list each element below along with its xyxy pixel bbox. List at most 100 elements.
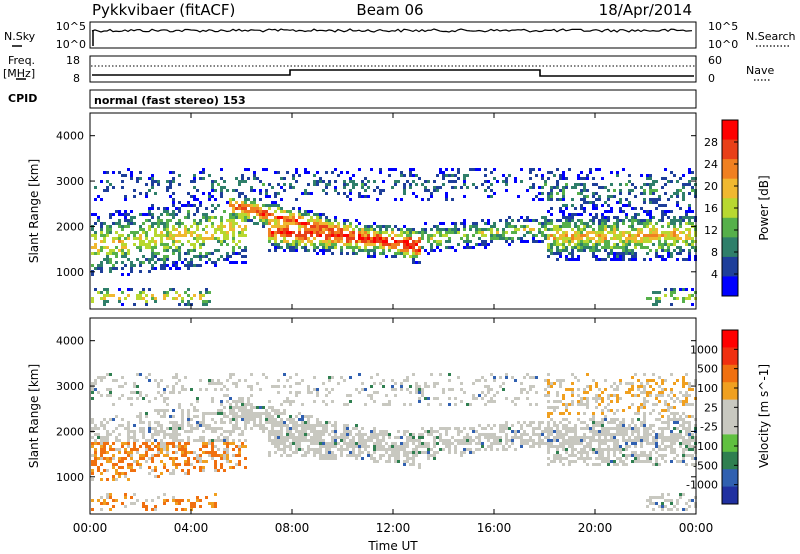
- data-cell: [673, 448, 676, 451]
- data-cell: [130, 288, 133, 291]
- data-cell: [445, 174, 448, 177]
- data-cell: [328, 249, 331, 252]
- data-cell: [667, 445, 670, 448]
- data-cell: [352, 436, 355, 439]
- data-cell: [400, 385, 403, 388]
- data-cell: [307, 391, 310, 394]
- data-cell: [121, 303, 124, 306]
- data-cell: [556, 454, 559, 457]
- data-cell: [682, 418, 685, 421]
- data-cell: [229, 397, 232, 400]
- data-cell: [526, 442, 529, 445]
- data-cell: [586, 243, 589, 246]
- data-cell: [547, 379, 550, 382]
- data-cell: [610, 436, 613, 439]
- data-cell: [670, 451, 673, 454]
- data-cell: [151, 258, 154, 261]
- data-cell: [463, 225, 466, 228]
- data-cell: [229, 201, 232, 204]
- data-cell: [235, 415, 238, 418]
- data-cell: [613, 189, 616, 192]
- data-cell: [112, 505, 115, 508]
- data-cell: [271, 430, 274, 433]
- data-cell: [160, 231, 163, 234]
- data-cell: [196, 499, 199, 502]
- data-cell: [550, 418, 553, 421]
- data-cell: [166, 222, 169, 225]
- data-cell: [187, 457, 190, 460]
- data-cell: [499, 237, 502, 240]
- data-cell: [547, 448, 550, 451]
- data-cell: [349, 243, 352, 246]
- data-cell: [559, 255, 562, 258]
- data-cell: [478, 394, 481, 397]
- data-cell: [571, 234, 574, 237]
- data-cell: [178, 403, 181, 406]
- colorbar-segment: [722, 159, 738, 180]
- data-cell: [616, 255, 619, 258]
- data-cell: [433, 430, 436, 433]
- data-cell: [595, 457, 598, 460]
- data-cell: [115, 267, 118, 270]
- data-cell: [412, 451, 415, 454]
- data-cell: [280, 216, 283, 219]
- data-cell: [583, 391, 586, 394]
- data-cell: [373, 457, 376, 460]
- data-cell: [286, 418, 289, 421]
- data-cell: [418, 237, 421, 240]
- data-cell: [178, 234, 181, 237]
- data-cell: [385, 460, 388, 463]
- data-cell: [565, 427, 568, 430]
- data-cell: [301, 421, 304, 424]
- data-cell: [208, 219, 211, 222]
- data-cell: [244, 424, 247, 427]
- data-cell: [484, 394, 487, 397]
- data-cell: [628, 243, 631, 246]
- data-cell: [151, 427, 154, 430]
- data-cell: [325, 234, 328, 237]
- data-cell: [439, 403, 442, 406]
- data-cell: [130, 496, 133, 499]
- data-cell: [184, 258, 187, 261]
- data-cell: [592, 427, 595, 430]
- data-cell: [298, 412, 301, 415]
- data-cell: [202, 243, 205, 246]
- data-cell: [508, 243, 511, 246]
- data-cell: [613, 225, 616, 228]
- data-cell: [376, 198, 379, 201]
- data-cell: [316, 222, 319, 225]
- data-cell: [517, 237, 520, 240]
- data-cell: [181, 439, 184, 442]
- data-cell: [415, 231, 418, 234]
- data-cell: [304, 222, 307, 225]
- data-cell: [274, 409, 277, 412]
- data-cell: [367, 394, 370, 397]
- data-cell: [277, 219, 280, 222]
- data-cell: [229, 433, 232, 436]
- data-cell: [601, 222, 604, 225]
- data-cell: [478, 448, 481, 451]
- data-cell: [313, 451, 316, 454]
- data-cell: [487, 433, 490, 436]
- data-cell: [94, 442, 97, 445]
- data-cell: [556, 391, 559, 394]
- data-cell: [505, 222, 508, 225]
- data-cell: [316, 433, 319, 436]
- data-cell: [184, 430, 187, 433]
- data-cell: [586, 454, 589, 457]
- data-cell: [184, 454, 187, 457]
- data-cell: [220, 240, 223, 243]
- data-cell: [193, 264, 196, 267]
- data-cell: [193, 409, 196, 412]
- data-cell: [277, 385, 280, 388]
- data-cell: [187, 240, 190, 243]
- data-cell: [139, 427, 142, 430]
- data-cell: [124, 451, 127, 454]
- data-cell: [355, 252, 358, 255]
- data-cell: [244, 234, 247, 237]
- data-cell: [520, 225, 523, 228]
- data-cell: [667, 198, 670, 201]
- data-cell: [307, 445, 310, 448]
- data-cell: [421, 183, 424, 186]
- colorbar-segment: [722, 256, 738, 277]
